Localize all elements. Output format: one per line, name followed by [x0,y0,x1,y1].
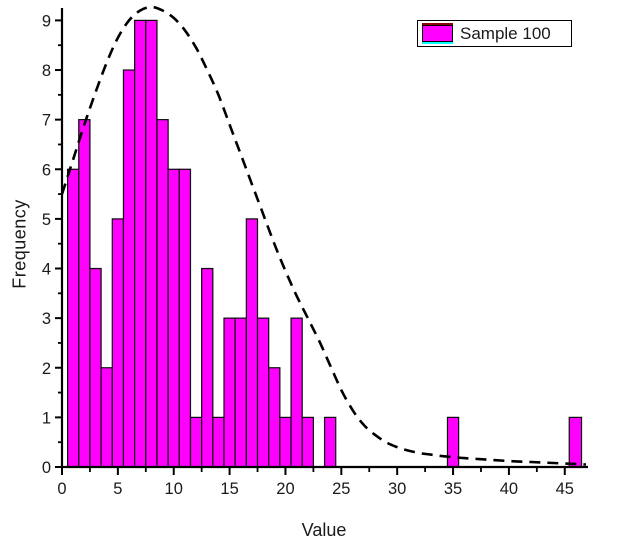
histogram-bar [156,119,169,468]
x-tick-label: 45 [556,480,574,498]
x-tick-label: 0 [57,480,66,498]
histogram-bar [66,168,80,468]
histogram-bar [201,267,214,468]
y-axis-title: Frequency [9,199,30,289]
histogram-bar [256,317,270,468]
histogram-bar [189,416,203,468]
histogram-bar [134,19,147,468]
legend-swatch-fill [422,25,453,42]
histogram-bar [223,317,236,468]
y-tick-label: 9 [42,12,51,30]
legend: Sample 100 [417,20,572,47]
legend-swatch-top-line-icon [422,23,453,25]
histogram-bar [212,416,225,468]
histogram-bar [568,416,583,468]
x-tick-label: 30 [388,480,406,498]
y-tick-label: 5 [42,211,51,229]
histogram-bar [100,367,113,468]
histogram-bar [111,218,125,468]
histogram-bar [234,317,247,468]
y-tick-label: 6 [42,161,51,179]
histogram-bar [167,168,180,468]
histogram-bar [178,168,192,468]
histogram-bar [290,317,303,468]
histogram-bar [78,119,91,468]
histogram-bar [122,69,136,468]
legend-label: Sample 100 [460,24,551,43]
histogram-bar [145,19,158,468]
x-axis-title: Value [301,520,347,540]
y-tick-label: 0 [42,459,51,477]
histogram-bar [301,416,314,468]
x-tick-label: 15 [220,480,238,498]
y-tick-label: 1 [42,409,51,427]
x-tick-label: 20 [276,480,294,498]
y-tick-label: 7 [42,112,51,130]
x-tick-label: 10 [165,480,183,498]
x-tick-label: 5 [113,480,122,498]
y-tick-label: 8 [42,62,51,80]
histogram-bar [279,416,292,468]
histogram-bar [245,218,259,468]
distribution-fit-curve [60,5,587,466]
x-tick-label: 25 [332,480,350,498]
x-tick-label: 35 [444,480,462,498]
legend-swatch-bottom-line-icon [422,42,453,44]
histogram-bar [268,367,281,468]
y-tick-label: 4 [42,261,51,279]
histogram-bar [89,267,102,468]
y-tick-label: 2 [42,360,51,378]
histogram-bar [446,416,460,468]
histogram-bar [323,416,337,468]
legend-swatch [422,23,453,44]
x-tick-label: 40 [500,480,518,498]
y-tick-label: 3 [42,310,51,328]
